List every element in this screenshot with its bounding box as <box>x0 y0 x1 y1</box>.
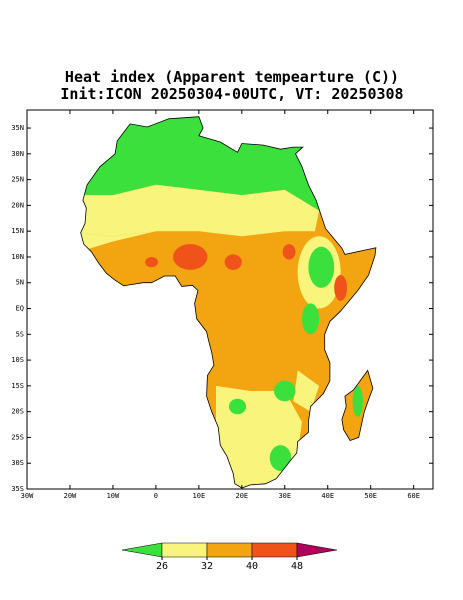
lat-tick-label: 25N <box>11 176 24 184</box>
lon-tick-label: 40E <box>321 492 334 500</box>
mild-zone <box>80 231 156 252</box>
lon-tick-label: 10W <box>107 492 120 500</box>
lat-tick-label: 35S <box>11 485 24 493</box>
colorbar-segment <box>296 542 338 558</box>
mild-zone <box>293 370 320 412</box>
hot-zone <box>282 244 296 260</box>
colorbar-label: 40 <box>246 561 258 572</box>
colorbar: 26 32 40 48 <box>121 542 338 572</box>
colorbar-label: 32 <box>201 561 213 572</box>
colorbar-label: 26 <box>156 561 168 572</box>
lon-tick-label: 20E <box>235 492 248 500</box>
cool-zone <box>228 398 247 415</box>
lat-tick-label: 10S <box>11 356 24 364</box>
lon-tick-label: 30E <box>278 492 291 500</box>
lat-tick-label: 15N <box>11 227 24 235</box>
coastline <box>80 116 377 489</box>
lon-tick-label: 50E <box>364 492 377 500</box>
mild-zone <box>233 463 277 484</box>
colorbar-segment <box>121 542 163 558</box>
hot-zone <box>334 274 348 301</box>
lon-tick-label: 10E <box>193 492 206 500</box>
lat-tick-label: 15S <box>11 382 24 390</box>
lat-tick-label: EQ <box>16 305 24 313</box>
lat-tick-label: 10N <box>11 253 24 261</box>
lat-tick-label: 25S <box>11 433 24 441</box>
lat-tick-label: 20N <box>11 201 24 209</box>
lon-tick-label: 60E <box>407 492 420 500</box>
subtitle: Init:ICON 20250304-00UTC, VT: 20250308 <box>60 85 403 103</box>
hot-zone <box>145 256 159 268</box>
hot-zone <box>173 244 208 270</box>
lat-tick-label: 5N <box>16 279 24 287</box>
lon-tick-label: 30W <box>21 492 34 500</box>
cool-zone <box>269 445 292 471</box>
colorbar-segment <box>206 542 253 558</box>
colorbar-segment <box>251 542 298 558</box>
colorbar-label: 48 <box>291 561 303 572</box>
cool-zone <box>301 303 320 335</box>
lat-tick-label: 20S <box>11 408 24 416</box>
cool-zone <box>308 246 335 288</box>
lon-tick-label: 0 <box>154 492 158 500</box>
colorbar-segment <box>161 542 208 558</box>
hot-zone <box>224 254 242 270</box>
lat-tick-label: 30N <box>11 150 24 158</box>
lon-tick-label: 20W <box>64 492 77 500</box>
title: Heat index (Apparent tempearture (C)) <box>65 68 399 86</box>
mild-zone <box>80 184 320 237</box>
lat-tick-label: 5S <box>16 330 24 338</box>
lat-tick-label: 35N <box>11 124 24 132</box>
cool-zone <box>352 385 363 417</box>
cool-zone <box>274 380 296 402</box>
lat-tick-label: 30S <box>11 459 24 467</box>
